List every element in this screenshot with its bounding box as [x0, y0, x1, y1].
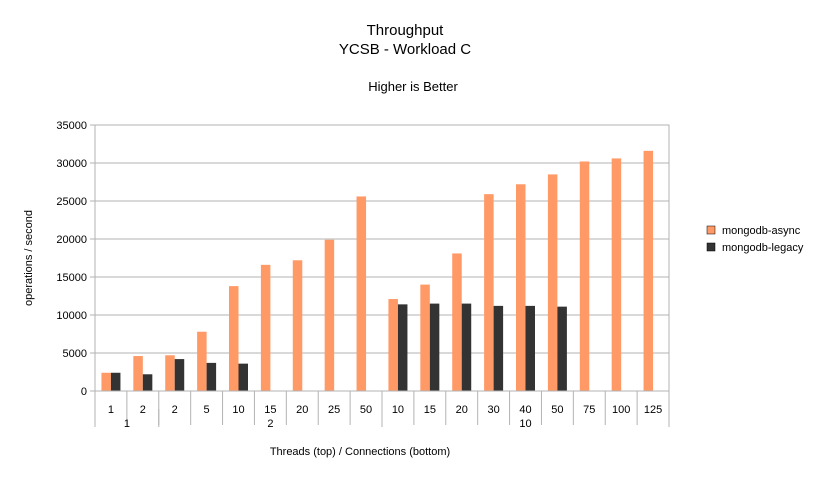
chart-subtitle: YCSB - Workload C	[339, 41, 471, 58]
bar-mongodb-async	[611, 158, 622, 391]
bar-mongodb-async	[101, 372, 111, 391]
y-tick-label: 35000	[56, 120, 87, 132]
x-tick-label: 40	[519, 404, 531, 416]
bar-mongodb-async	[197, 331, 207, 391]
x-tick-label: 20	[456, 404, 468, 416]
legend-swatch-mongodb-async	[706, 225, 716, 235]
x-tick-label: 15	[264, 404, 276, 416]
bar-mongodb-async	[388, 299, 398, 391]
bar-mongodb-legacy	[238, 363, 248, 391]
bar-mongodb-legacy	[461, 303, 472, 391]
bar-mongodb-legacy	[174, 359, 185, 391]
bar-mongodb-legacy	[397, 304, 408, 391]
legend-label-mongodb-async: mongodb-async	[722, 225, 801, 237]
y-tick-label: 0	[81, 386, 87, 398]
bar-mongodb-async	[229, 286, 239, 391]
x-axis-label: Threads (top) / Connections (bottom)	[270, 446, 450, 458]
x-tick-label: 25	[328, 404, 340, 416]
bar-mongodb-legacy	[429, 303, 440, 391]
bar-mongodb-async	[547, 174, 558, 391]
gridlines	[95, 124, 669, 392]
bar-mongodb-async	[165, 355, 175, 391]
bar-mongodb-async	[260, 264, 271, 391]
y-axis-label: operations / second	[23, 210, 35, 306]
legend-label-mongodb-legacy: mongodb-legacy	[722, 242, 804, 254]
x-tick-label: 75	[583, 404, 595, 416]
bar-mongodb-async	[420, 284, 430, 391]
bar-mongodb-async	[133, 356, 143, 391]
x-tick-label: 30	[487, 404, 499, 416]
x-tick-label: 125	[644, 404, 662, 416]
bar-mongodb-legacy	[557, 306, 567, 391]
group-label: 2	[267, 418, 273, 430]
x-tick-label: 50	[551, 404, 563, 416]
bar-mongodb-legacy	[525, 305, 535, 391]
x-tick-label: 10	[232, 404, 244, 416]
x-tick-label: 20	[296, 404, 308, 416]
group-label: 10	[519, 418, 531, 430]
x-tick-label: 10	[392, 404, 404, 416]
y-tick-label: 25000	[56, 196, 87, 208]
bar-mongodb-async	[292, 260, 303, 391]
bar-mongodb-legacy	[110, 372, 121, 391]
y-tick-label: 5000	[63, 348, 87, 360]
chart-annotation: Higher is Better	[368, 79, 458, 94]
x-tick-label: 50	[360, 404, 372, 416]
bar-mongodb-legacy	[206, 362, 217, 391]
bar-mongodb-async	[324, 239, 335, 391]
y-tick-label: 20000	[56, 234, 87, 246]
y-tick-label: 15000	[56, 272, 87, 284]
axes	[90, 124, 670, 427]
legend: mongodb-async mongodb-legacy	[706, 225, 804, 254]
x-tick-label: 2	[172, 404, 178, 416]
bar-mongodb-async	[452, 253, 462, 391]
chart-title: Throughput	[367, 22, 445, 39]
x-tick-label: 1	[108, 404, 114, 416]
legend-swatch-mongodb-legacy	[706, 242, 716, 252]
x-tick-label: 2	[140, 404, 146, 416]
bar-mongodb-legacy	[142, 374, 153, 391]
y-tick-label: 10000	[56, 310, 87, 322]
bar-mongodb-async	[579, 161, 590, 391]
bar-mongodb-async	[484, 194, 494, 391]
bar-mongodb-async	[356, 196, 367, 391]
group-label: 1	[124, 418, 130, 430]
y-tick-label: 30000	[56, 158, 87, 170]
x-tick-label: 15	[424, 404, 436, 416]
x-tick-label: 5	[204, 404, 210, 416]
bar-mongodb-async	[516, 184, 526, 391]
x-tick-label: 100	[612, 404, 630, 416]
bar-mongodb-legacy	[493, 305, 504, 391]
bar-mongodb-async	[643, 150, 654, 391]
bars	[101, 150, 654, 391]
